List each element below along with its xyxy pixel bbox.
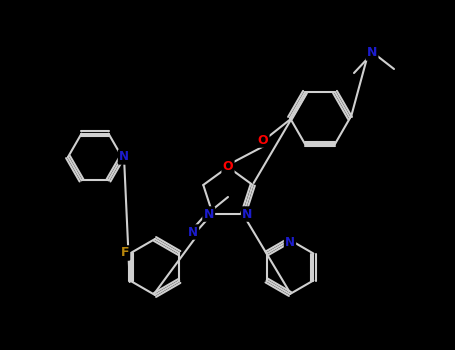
Text: N: N bbox=[203, 208, 214, 220]
Text: O: O bbox=[222, 161, 233, 174]
Text: N: N bbox=[188, 225, 198, 238]
Text: O: O bbox=[258, 133, 268, 147]
Text: N: N bbox=[119, 150, 129, 163]
Text: N: N bbox=[242, 208, 253, 220]
Text: N: N bbox=[367, 47, 377, 60]
Text: F: F bbox=[121, 246, 129, 259]
Text: N: N bbox=[285, 236, 295, 248]
